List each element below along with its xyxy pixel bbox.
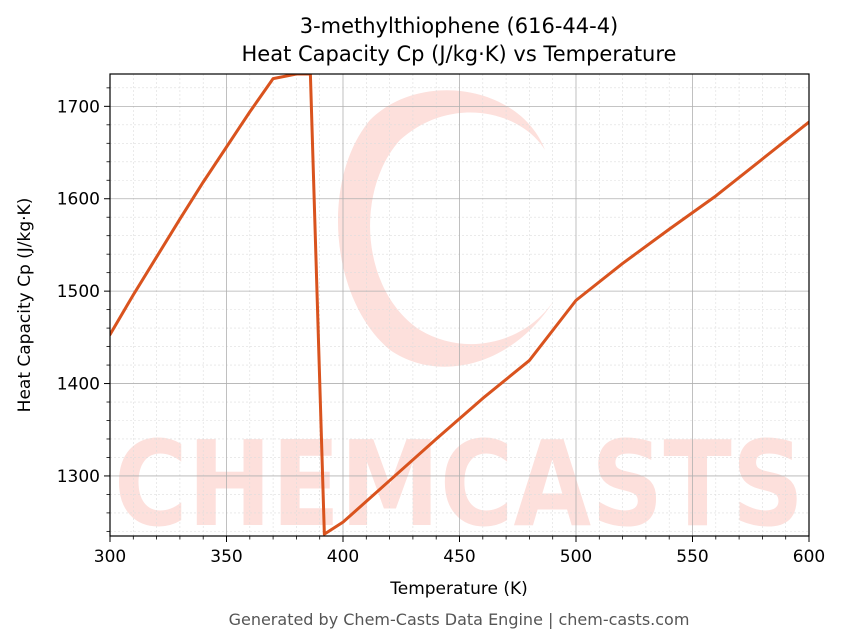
y-tick-label: 1600: [57, 190, 100, 210]
y-axis-label: Heat Capacity Cp (J/kg·K): [15, 198, 35, 413]
x-tick-label: 450: [443, 547, 475, 567]
x-tick-label: 350: [210, 547, 242, 567]
y-tick-label: 1400: [57, 375, 100, 395]
footer-credit: Generated by Chem-Casts Data Engine | ch…: [229, 610, 690, 629]
watermark-text: CHEMCASTS: [114, 415, 804, 553]
watermark: CHEMCASTS: [114, 90, 804, 553]
chart-subtitle: Heat Capacity Cp (J/kg·K) vs Temperature: [242, 42, 677, 66]
y-tick-label: 1300: [57, 467, 100, 487]
series-layer: [110, 74, 809, 536]
y-tick-label: 1700: [57, 97, 100, 117]
x-tick-label: 500: [560, 547, 592, 567]
x-tick-label: 600: [793, 547, 825, 567]
chart-title: 3-methylthiophene (616-44-4): [300, 14, 619, 38]
axis-ticks: [104, 87, 810, 542]
y-tick-label: 1500: [57, 282, 100, 302]
x-tick-label: 300: [94, 547, 126, 567]
x-axis-label: Temperature (K): [389, 579, 528, 599]
x-tick-label: 550: [676, 547, 708, 567]
major-gridlines: [110, 74, 809, 536]
series-line: [110, 74, 809, 536]
x-tick-label: 400: [327, 547, 359, 567]
tick-labels: 300 350 400 450 500 550 600 1300 1400 1500 1600 170…: [57, 97, 825, 567]
watermark-swirl-shape: [337, 90, 560, 367]
